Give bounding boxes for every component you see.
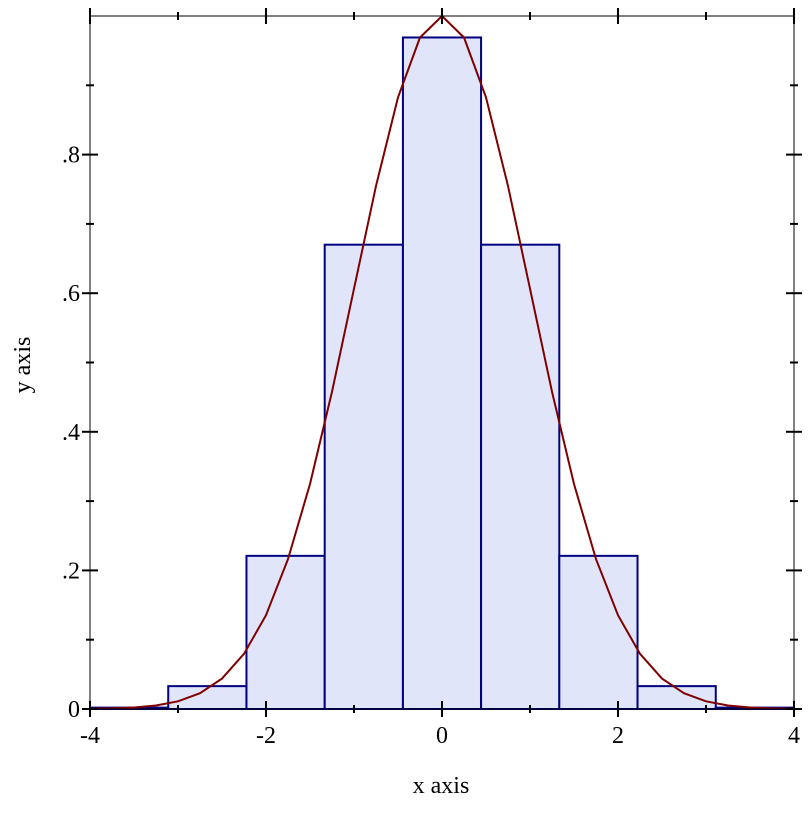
- histogram-bar: [480, 243, 561, 710]
- x-axis-label: x axis: [413, 773, 470, 799]
- x-tick-label: 4: [788, 723, 800, 749]
- histogram-bar: [167, 685, 248, 710]
- y-tick-label: .8: [62, 143, 80, 169]
- histogram-bar: [323, 243, 404, 710]
- histogram-bar: [636, 685, 717, 710]
- x-tick-label: 2: [612, 723, 624, 749]
- histogram-bar: [558, 554, 639, 710]
- y-axis-label: y axis: [10, 337, 36, 394]
- x-tick-label: -2: [256, 723, 276, 749]
- histogram-bar: [401, 36, 483, 711]
- x-tick-label: 0: [436, 723, 448, 749]
- histogram-bar: [245, 554, 326, 710]
- y-tick-label: .6: [62, 281, 80, 307]
- x-tick-label: -4: [80, 723, 100, 749]
- y-tick-label: .2: [62, 558, 80, 584]
- y-tick-label: .4: [62, 420, 80, 446]
- y-tick-label: 0: [68, 697, 80, 723]
